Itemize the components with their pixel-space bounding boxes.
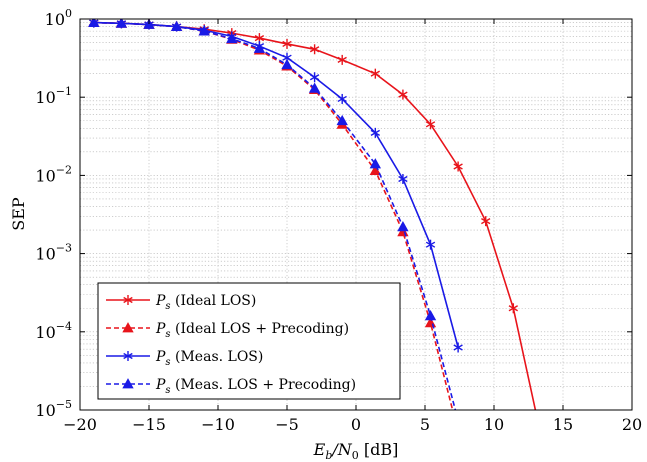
data-point bbox=[369, 158, 381, 169]
x-tick-label: 0 bbox=[351, 415, 361, 434]
y-tick-label: 10−5 bbox=[35, 398, 72, 420]
legend-item: Ps (Meas. LOS) bbox=[106, 349, 263, 368]
data-point bbox=[337, 54, 347, 65]
data-point bbox=[88, 19, 100, 27]
x-tick-label: 5 bbox=[420, 415, 430, 434]
x-tick-label: 10 bbox=[484, 415, 504, 434]
legend-marker bbox=[123, 351, 133, 361]
series-line bbox=[93, 21, 457, 410]
data-point bbox=[337, 93, 347, 104]
data-point bbox=[308, 82, 321, 93]
x-tick-label: −20 bbox=[63, 415, 97, 434]
data-point bbox=[282, 38, 292, 49]
data-point bbox=[115, 19, 128, 28]
data-point bbox=[424, 310, 437, 321]
legend-item: Ps (Ideal LOS + Precoding) bbox=[106, 321, 349, 340]
legend-label: Ps (Ideal LOS) bbox=[155, 293, 256, 312]
x-tick-label: −15 bbox=[132, 415, 166, 434]
y-tick-label: 100 bbox=[45, 7, 72, 29]
x-tick-labels: −20 −15 −10 −5 0 5 10 15 20 bbox=[63, 415, 642, 434]
y-tick-label: 10−2 bbox=[35, 163, 72, 185]
data-point bbox=[425, 239, 436, 250]
legend-box bbox=[97, 282, 401, 400]
data-point bbox=[198, 25, 210, 36]
legend-item: Ps (Meas. LOS + Precoding) bbox=[106, 377, 356, 396]
legend-item: Ps (Ideal LOS) bbox=[106, 293, 256, 312]
data-point bbox=[143, 19, 155, 29]
y-tick-label: 10−4 bbox=[35, 320, 72, 342]
data-point bbox=[398, 173, 408, 184]
x-tick-label: −5 bbox=[275, 415, 299, 434]
data-point bbox=[170, 20, 183, 31]
legend-marker bbox=[123, 295, 133, 305]
tick-marks bbox=[79, 18, 633, 411]
series-3 bbox=[88, 19, 457, 410]
data-point bbox=[309, 72, 320, 83]
data-point bbox=[398, 89, 408, 100]
legend-marker bbox=[122, 322, 134, 333]
y-tick-label: 10−1 bbox=[35, 85, 72, 107]
y-axis-label: SEP bbox=[9, 197, 28, 231]
data-point bbox=[226, 32, 238, 44]
legend-label: Ps (Meas. LOS + Precoding) bbox=[155, 377, 356, 396]
data-point bbox=[425, 119, 436, 130]
legend-label: Ps (Meas. LOS) bbox=[155, 349, 263, 368]
x-tick-label: 15 bbox=[553, 415, 573, 434]
data-point bbox=[453, 342, 463, 353]
legend: Ps (Ideal LOS) Ps (Ideal LOS + Precoding)… bbox=[97, 282, 401, 400]
data-point bbox=[481, 216, 491, 227]
x-tick-label: −10 bbox=[201, 415, 235, 434]
y-tick-label: 10−3 bbox=[35, 242, 72, 264]
legend-marker bbox=[122, 378, 134, 389]
data-point bbox=[508, 303, 519, 314]
series-group bbox=[88, 19, 537, 410]
data-point bbox=[253, 42, 266, 53]
data-point bbox=[397, 220, 409, 232]
data-point bbox=[370, 127, 381, 138]
x-axis-label: Eb/N0 [dB] bbox=[313, 440, 399, 462]
data-point bbox=[453, 161, 463, 172]
data-point bbox=[370, 68, 381, 79]
legend-label: Ps (Ideal LOS + Precoding) bbox=[155, 321, 349, 340]
data-point bbox=[281, 58, 293, 70]
data-point bbox=[309, 44, 320, 55]
grid bbox=[79, 19, 633, 410]
y-tick-labels: 100 10−1 10−2 10−3 10−4 10−5 bbox=[35, 7, 72, 420]
x-tick-label: 20 bbox=[622, 415, 642, 434]
data-point bbox=[336, 114, 348, 126]
